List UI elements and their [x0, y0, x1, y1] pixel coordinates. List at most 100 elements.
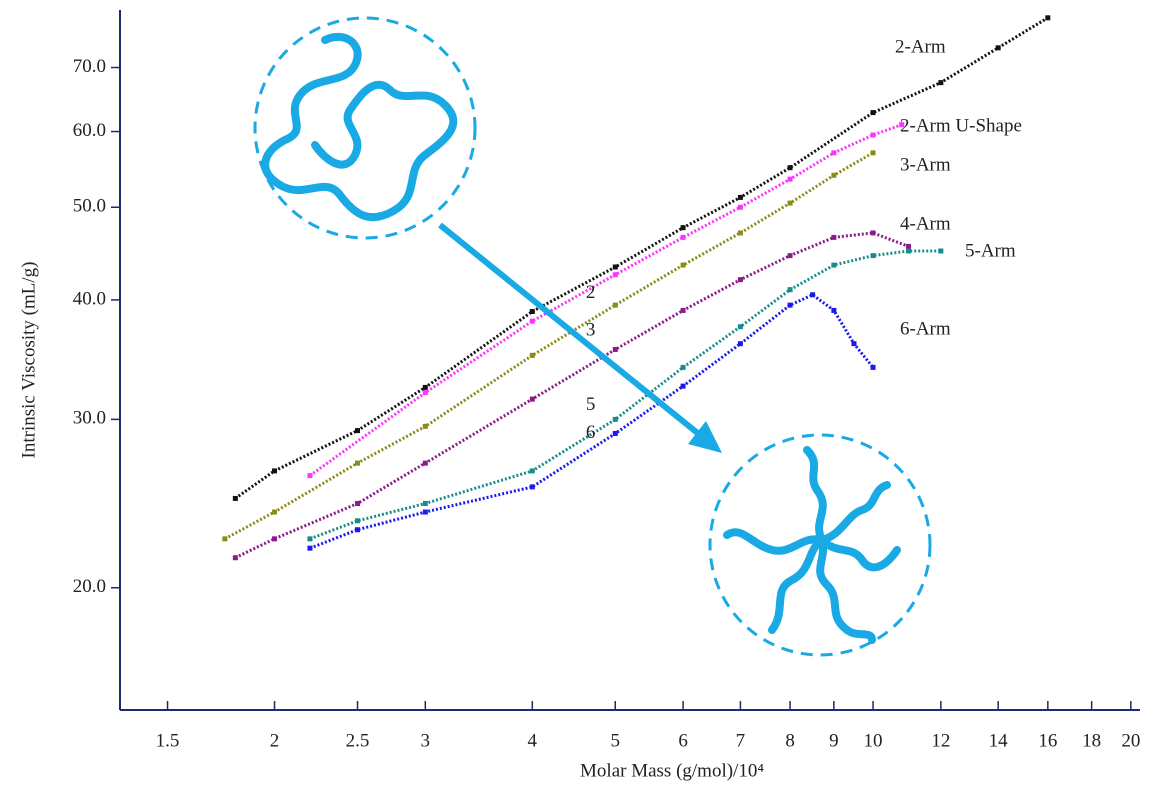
x-tick-label: 6	[678, 730, 688, 751]
arrow-shaft	[438, 222, 702, 438]
data-point	[737, 230, 743, 236]
data-point	[905, 243, 911, 249]
data-point	[870, 110, 876, 116]
series-trace	[309, 249, 941, 541]
data-point	[272, 509, 278, 515]
data-point	[529, 468, 535, 474]
star-polymer	[723, 446, 901, 644]
y-tick-label: 40.0	[73, 288, 106, 309]
x-tick-label: 16	[1038, 730, 1057, 751]
data-point	[612, 346, 618, 352]
data-point	[870, 230, 876, 236]
x-tick-label: 7	[736, 730, 746, 751]
x-axis-label: Molar Mass (g/mol)/10⁴	[580, 760, 764, 781]
data-point	[422, 500, 428, 506]
y-tick-label: 50.0	[73, 196, 106, 217]
data-point	[612, 264, 618, 270]
data-point	[422, 423, 428, 429]
illustration	[253, 16, 932, 657]
data-point	[529, 308, 535, 314]
data-point	[355, 460, 361, 466]
data-point	[787, 287, 793, 293]
data-point	[612, 430, 618, 436]
data-point	[680, 307, 686, 313]
data-point	[307, 545, 313, 551]
data-point	[737, 194, 743, 200]
data-point	[680, 383, 686, 389]
x-tick-label: 8	[785, 730, 795, 751]
data-point	[612, 416, 618, 422]
data-point	[831, 262, 837, 268]
data-point	[232, 495, 238, 501]
data-point	[787, 302, 793, 308]
data-point	[905, 248, 911, 254]
y-tick-label: 30.0	[73, 408, 106, 429]
x-tick-label: 1.5	[156, 730, 180, 751]
data-point	[787, 253, 793, 259]
data-point	[355, 518, 361, 524]
x-tick-label: 2	[270, 730, 280, 751]
data-point	[1045, 15, 1051, 21]
annotation: 3	[586, 320, 596, 341]
data-point	[680, 364, 686, 370]
series-label: 2-Arm	[895, 36, 946, 57]
y-tick-label: 60.0	[73, 120, 106, 141]
data-point	[737, 341, 743, 347]
x-tick-label: 5	[611, 730, 621, 751]
data-point	[787, 200, 793, 206]
data-point	[307, 473, 313, 479]
x-tick-label: 2.5	[346, 730, 370, 751]
data-point	[938, 248, 944, 254]
series-trace	[224, 151, 874, 541]
data-point	[831, 150, 837, 156]
x-tick-label: 3	[421, 730, 431, 751]
data-point	[680, 262, 686, 268]
data-point	[272, 536, 278, 542]
series-trace	[309, 123, 903, 477]
data-point	[529, 484, 535, 490]
data-point	[810, 292, 816, 298]
annotation: 5	[586, 394, 596, 415]
y-axis-label: Intrinsic Viscosity (mL/g)	[18, 262, 39, 459]
plot-area	[222, 15, 1051, 561]
data-point	[612, 302, 618, 308]
data-point	[222, 536, 228, 542]
annotation: 6	[586, 422, 596, 443]
data-point	[870, 150, 876, 156]
series-label: 2-Arm U-Shape	[900, 115, 1022, 136]
data-point	[831, 234, 837, 240]
x-tick-label: 4	[528, 730, 538, 751]
series-trace	[234, 231, 910, 560]
data-point	[529, 318, 535, 324]
linear-chain	[261, 32, 458, 222]
data-point	[995, 45, 1001, 51]
data-point	[787, 165, 793, 171]
series-trace	[309, 293, 875, 550]
annotation: 2	[586, 282, 596, 303]
x-tick-label: 20	[1121, 730, 1140, 751]
series-label: 4-Arm	[900, 213, 951, 234]
x-tick-label: 9	[829, 730, 839, 751]
data-point	[870, 364, 876, 370]
data-point	[307, 536, 313, 542]
arrow-head	[688, 421, 722, 453]
data-point	[680, 234, 686, 240]
data-point	[422, 384, 428, 390]
data-point	[787, 176, 793, 182]
star-polymer-circle	[708, 433, 932, 657]
data-point	[870, 132, 876, 138]
data-point	[529, 396, 535, 402]
series-label: 6-Arm	[900, 318, 951, 339]
series-label: 5-Arm	[965, 240, 1016, 261]
data-point	[422, 460, 428, 466]
data-point	[831, 307, 837, 313]
x-tick-label: 12	[931, 730, 950, 751]
y-tick-label: 20.0	[73, 576, 106, 597]
series-trace	[234, 16, 1049, 500]
data-point	[612, 272, 618, 278]
data-point	[422, 390, 428, 396]
x-tick-label: 14	[989, 730, 1009, 751]
data-point	[851, 341, 857, 347]
linear-chain-circle	[253, 16, 477, 240]
